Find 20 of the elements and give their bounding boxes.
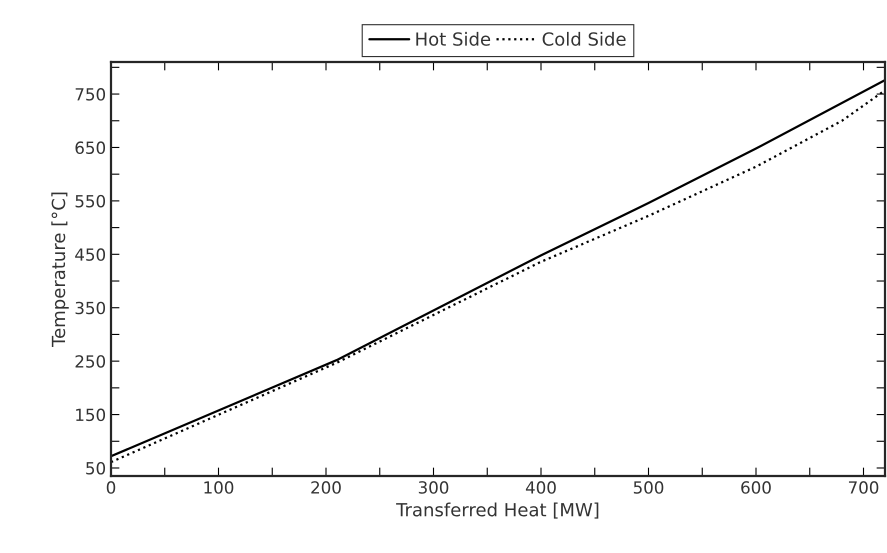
y-tick-label: 750 [76, 88, 106, 101]
y-axis-title: Temperature [°C] [51, 192, 69, 347]
x-tick-label: 700 [848, 481, 878, 494]
y-tick-label: 350 [76, 302, 106, 314]
y-tick-label: 450 [75, 248, 106, 261]
x-axis-title: Transferred Heat [MW] [396, 502, 598, 519]
x-tick-label: 400 [526, 481, 556, 494]
y-tick-label: 550 [76, 194, 106, 208]
x-tick-label: 0 [106, 481, 116, 494]
legend-label: Cold Side [542, 32, 626, 46]
y-tick-label: 250 [76, 355, 106, 368]
legend-label: Hot Side [416, 32, 490, 46]
x-tick-label: 100 [204, 481, 234, 494]
y-tick-label: 650 [75, 141, 106, 154]
x-tick-label: 600 [741, 481, 771, 494]
x-tick-label: 200 [311, 481, 341, 494]
x-tick-label: 500 [634, 481, 664, 494]
y-tick-label: 150 [76, 408, 106, 422]
y-tick-label: 50 [86, 462, 106, 475]
x-tick-label: 300 [418, 481, 448, 494]
